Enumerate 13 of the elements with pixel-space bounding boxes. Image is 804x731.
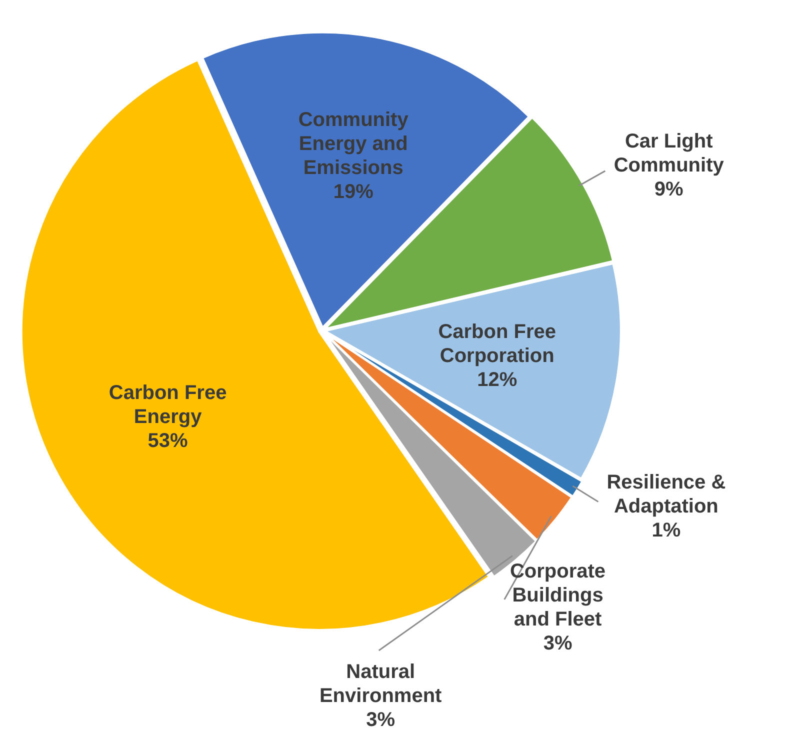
slice-label: Carbon Free Corporation bbox=[438, 320, 556, 367]
slice-label: Car Light Community bbox=[614, 130, 725, 177]
slice-label: Resilience & Adaptation bbox=[606, 472, 726, 518]
slice-label: Natural Environment bbox=[319, 660, 442, 707]
data-label: 3% bbox=[543, 632, 572, 654]
data-label: 3% bbox=[366, 708, 396, 731]
data-label: 12% bbox=[477, 368, 518, 391]
data-label: 1% bbox=[652, 520, 681, 542]
data-label: 19% bbox=[333, 180, 374, 203]
data-label: 9% bbox=[654, 178, 684, 201]
slice-label: Community Energy and Emissions bbox=[298, 108, 410, 179]
data-label: 53% bbox=[148, 430, 188, 452]
slice-label: Carbon Free Energy bbox=[108, 382, 227, 428]
